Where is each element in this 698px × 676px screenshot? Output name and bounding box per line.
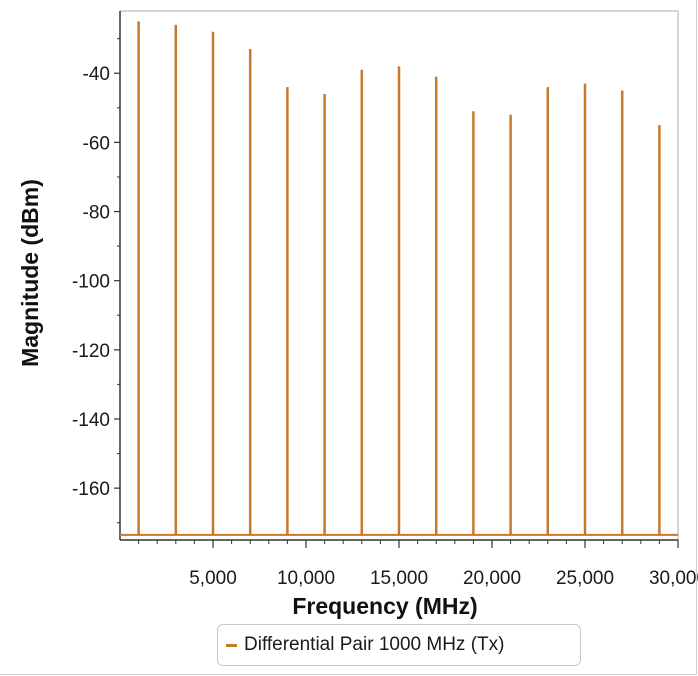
x-tick-label: 15,000 [370, 568, 428, 589]
x-tick-label: 20,000 [463, 568, 521, 589]
x-tick-label: 30,000 [649, 568, 698, 589]
y-axis-title: Magnitude (dBm) [17, 179, 43, 367]
y-tick-label: -60 [83, 133, 110, 154]
legend-label: Differential Pair 1000 MHz (Tx) [244, 634, 505, 655]
legend-swatch [226, 643, 237, 647]
x-axis-title: Frequency (MHz) [292, 593, 477, 619]
legend: Differential Pair 1000 MHz (Tx) [217, 624, 581, 666]
x-tick-label: 25,000 [556, 568, 614, 589]
x-tick-label: 5,000 [189, 568, 237, 589]
y-tick-label: -100 [72, 272, 110, 293]
y-tick-label: -120 [72, 341, 110, 362]
y-tick-label: -160 [72, 479, 110, 500]
y-tick-label: -140 [72, 410, 110, 431]
y-tick-label: -40 [83, 64, 110, 85]
y-tick-label: -80 [83, 203, 110, 224]
x-tick-label: 10,000 [277, 568, 335, 589]
